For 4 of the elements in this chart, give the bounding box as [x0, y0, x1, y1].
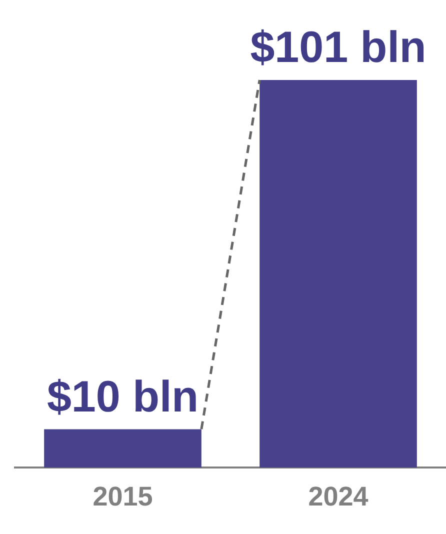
data-label: $101 bln — [250, 23, 426, 72]
x-tick-label: 2024 — [308, 481, 368, 512]
x-tick-label: 2015 — [92, 481, 153, 512]
data-label: $10 bln — [46, 372, 199, 422]
